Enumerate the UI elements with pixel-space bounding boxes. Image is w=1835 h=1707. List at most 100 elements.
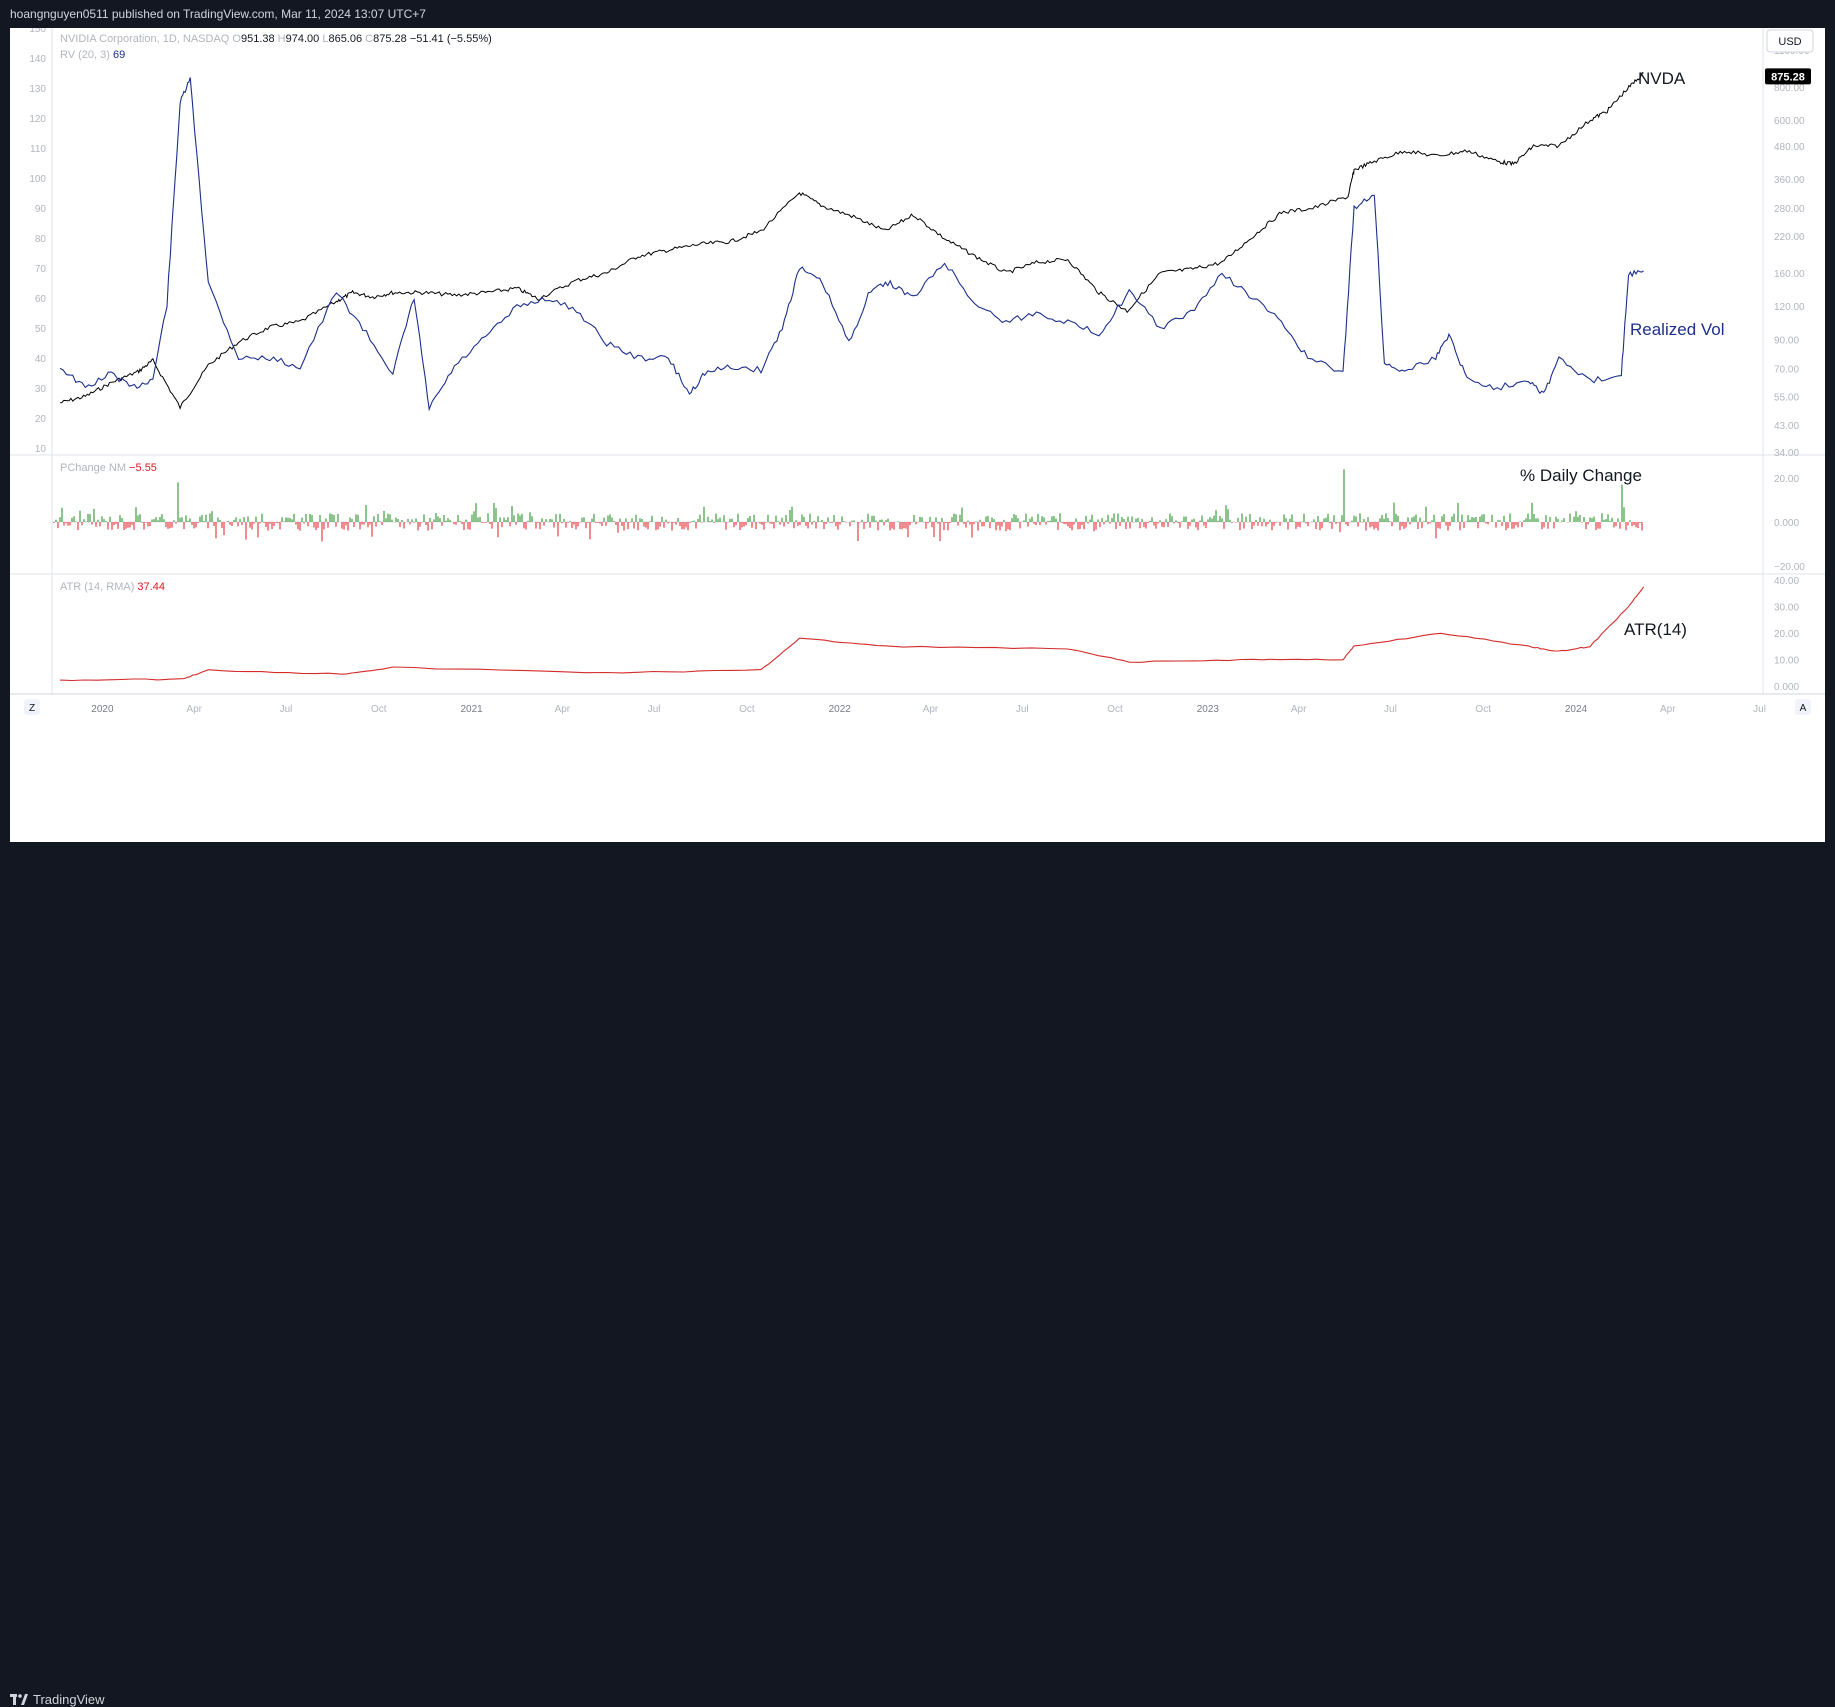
publish-header: hoangnguyen0511 published on TradingView… bbox=[0, 0, 1835, 28]
left-axis-tick: 110 bbox=[30, 144, 46, 155]
right-axis-tick: 55.00 bbox=[1774, 392, 1799, 403]
time-axis-tick: Oct bbox=[1107, 704, 1123, 715]
atr-legend: ATR (14, RMA) 37.44 bbox=[60, 581, 165, 593]
right-axis-tick: 34.00 bbox=[1774, 448, 1799, 459]
left-axis-tick: 30 bbox=[35, 384, 47, 395]
time-axis-tick: Jul bbox=[648, 704, 661, 715]
left-axis-tick: 60 bbox=[35, 294, 47, 305]
time-axis-tick: 2023 bbox=[1197, 704, 1220, 715]
legend-segment: L bbox=[322, 33, 328, 45]
publish-text: hoangnguyen0511 published on TradingView… bbox=[10, 7, 426, 21]
auto-scale-button[interactable]: A bbox=[1795, 699, 1811, 715]
tradingview-logo[interactable]: TradingView bbox=[10, 1692, 105, 1707]
realized-vol-series[interactable] bbox=[59, 77, 1644, 412]
time-axis-tick: Oct bbox=[371, 704, 387, 715]
left-axis-tick: 120 bbox=[29, 114, 46, 125]
chart-panel[interactable]: 1501401301201101009080706050403020101100… bbox=[10, 28, 1825, 842]
legend-segment: PChange NM bbox=[60, 462, 129, 474]
nvda-price-series[interactable] bbox=[60, 72, 1644, 410]
time-axis-tick: Apr bbox=[555, 704, 571, 715]
left-axis-tick: 10 bbox=[35, 444, 47, 455]
time-axis-tick: 2021 bbox=[460, 704, 483, 715]
chart-canvas[interactable]: 1501401301201101009080706050403020101100… bbox=[10, 28, 1825, 842]
legend-segment: ATR (14, RMA) bbox=[60, 581, 137, 593]
atr-axis-tick: 30.00 bbox=[1774, 603, 1799, 614]
currency-label: USD bbox=[1778, 36, 1801, 48]
right-axis-tick: 280.00 bbox=[1774, 204, 1805, 215]
legend-segment: 865.06 bbox=[328, 33, 365, 45]
zoom-reset-button-label: Z bbox=[29, 703, 35, 714]
tradingview-icon bbox=[10, 1693, 28, 1705]
zoom-reset-button-bg[interactable] bbox=[24, 699, 40, 715]
right-axis-tick: 90.00 bbox=[1774, 335, 1799, 346]
last-price-tag: 875.28 bbox=[1765, 68, 1811, 85]
left-axis-tick: 90 bbox=[35, 204, 47, 215]
atr-axis-tick: 40.00 bbox=[1774, 576, 1799, 587]
time-axis-tick: Apr bbox=[186, 704, 202, 715]
auto-scale-button-bg[interactable] bbox=[1795, 699, 1811, 715]
time-axis-tick: Jul bbox=[1016, 704, 1029, 715]
last-price-tag-bg bbox=[1765, 68, 1811, 85]
left-axis-tick: 150 bbox=[29, 28, 46, 35]
legend-segment: C bbox=[365, 33, 373, 45]
left-axis-tick: 70 bbox=[35, 264, 47, 275]
right-axis-tick: 600.00 bbox=[1774, 116, 1805, 127]
left-axis-tick: 50 bbox=[35, 324, 47, 335]
legend-segment: H bbox=[278, 33, 286, 45]
currency-box[interactable]: USD bbox=[1766, 29, 1814, 53]
legend-segment: 875.28 bbox=[373, 33, 410, 45]
nvda-annotation: NVDA bbox=[1638, 69, 1686, 88]
right-axis-tick: 800.00 bbox=[1774, 83, 1805, 94]
left-axis-tick: 20 bbox=[35, 414, 47, 425]
legend-segment: 69 bbox=[113, 49, 125, 61]
left-axis-tick: 100 bbox=[29, 174, 46, 185]
left-axis-tick: 80 bbox=[35, 234, 47, 245]
time-axis-tick: 2024 bbox=[1565, 704, 1588, 715]
left-axis-tick: 130 bbox=[29, 84, 46, 95]
pchange-axis-tick: 20.00 bbox=[1774, 474, 1799, 485]
left-axis-tick: 140 bbox=[29, 54, 46, 65]
legend-segment: O bbox=[232, 33, 241, 45]
left-axis-tick: 40 bbox=[35, 354, 47, 365]
atr-series[interactable] bbox=[60, 586, 1645, 682]
time-axis-tick: Apr bbox=[1291, 704, 1307, 715]
atr-axis-tick: 20.00 bbox=[1774, 629, 1799, 640]
atr-axis-tick: 0.000 bbox=[1774, 682, 1799, 693]
atr-annotation: ATR(14) bbox=[1624, 620, 1687, 639]
zoom-reset-button[interactable]: Z bbox=[24, 699, 40, 715]
realized-vol-annotation: Realized Vol bbox=[1630, 320, 1725, 339]
time-axis-tick: 2022 bbox=[829, 704, 852, 715]
time-axis-tick: Jul bbox=[1384, 704, 1397, 715]
auto-scale-button-label: A bbox=[1800, 703, 1807, 714]
right-axis-tick: 480.00 bbox=[1774, 142, 1805, 153]
time-axis-tick: 2020 bbox=[91, 704, 114, 715]
legend-segment: 951.38 bbox=[241, 33, 278, 45]
legend-segment: 974.00 bbox=[286, 33, 323, 45]
right-axis-tick: 220.00 bbox=[1774, 232, 1805, 243]
legend-segment: RV (20, 3) bbox=[60, 49, 113, 61]
time-axis-tick: Apr bbox=[1660, 704, 1676, 715]
daily-change-annotation: % Daily Change bbox=[1520, 466, 1642, 485]
rv-legend: RV (20, 3) 69 bbox=[60, 49, 125, 61]
pchange-legend: PChange NM −5.55 bbox=[60, 462, 157, 474]
tradingview-brand: TradingView bbox=[33, 1692, 105, 1707]
legend-segment: NVIDIA Corporation, 1D, NASDAQ bbox=[60, 33, 232, 45]
pchange-axis-tick: −20.00 bbox=[1774, 562, 1805, 573]
legend-segment: −5.55 bbox=[129, 462, 157, 474]
time-axis-tick: Apr bbox=[923, 704, 939, 715]
right-axis-tick: 43.00 bbox=[1774, 421, 1799, 432]
right-axis-tick: 120.00 bbox=[1774, 302, 1805, 313]
time-axis-tick: Jul bbox=[1753, 704, 1766, 715]
pchange-axis-tick: 0.000 bbox=[1774, 518, 1799, 529]
time-axis-tick: Jul bbox=[280, 704, 293, 715]
ohlc-legend: NVIDIA Corporation, 1D, NASDAQ O951.38 H… bbox=[60, 33, 492, 45]
pchange-histogram[interactable] bbox=[52, 469, 1643, 542]
time-axis-tick: Oct bbox=[1475, 704, 1491, 715]
right-axis-tick: 360.00 bbox=[1774, 175, 1805, 186]
currency-box-frame[interactable] bbox=[1766, 29, 1814, 53]
footer-bar: TradingView bbox=[0, 842, 1835, 1707]
last-price-tag-text: 875.28 bbox=[1771, 71, 1805, 83]
right-axis-tick: 160.00 bbox=[1774, 269, 1805, 280]
legend-segment: −51.41 (−5.55%) bbox=[410, 33, 492, 45]
right-axis-tick: 70.00 bbox=[1774, 365, 1799, 376]
